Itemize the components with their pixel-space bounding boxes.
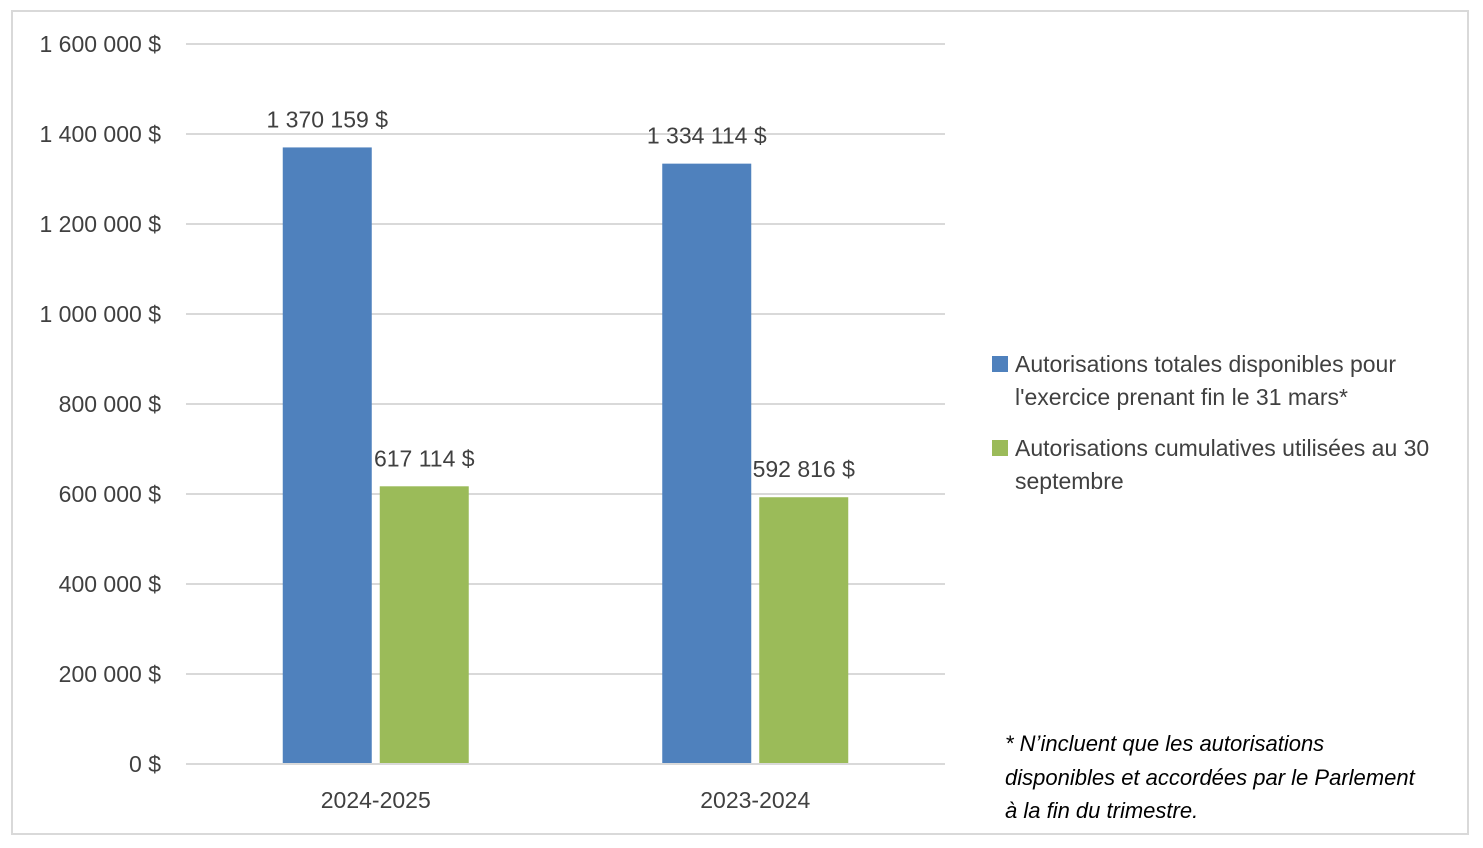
footnote: * N’incluent que les autorisations dispo…: [1005, 731, 1415, 823]
y-tick-label: 200 000 $: [59, 661, 162, 687]
chart-legend: Autorisations totales disponibles pour l…: [992, 348, 1462, 516]
legend-swatch-used: [992, 440, 1008, 456]
y-tick-label: 400 000 $: [59, 571, 162, 597]
bar-total-2024-2025: [282, 147, 372, 764]
legend-item-total: Autorisations totales disponibles pour l…: [992, 348, 1462, 414]
bar-used-2023-2024: [759, 497, 849, 764]
legend-item-used: Autorisations cumulatives utilisées au 3…: [992, 432, 1462, 498]
legend-label-total: Autorisations totales disponibles pour l…: [1015, 351, 1397, 410]
x-tick-label: 2024-2025: [321, 787, 431, 813]
y-tick-label: 0 $: [129, 751, 161, 777]
legend-label-used: Autorisations cumulatives utilisées au 3…: [1015, 435, 1430, 494]
data-label: 592 816 $: [753, 456, 856, 482]
y-tick-label: 1 200 000 $: [39, 211, 161, 237]
data-label: 1 334 114 $: [647, 123, 767, 149]
y-tick-label: 1 600 000 $: [39, 31, 161, 57]
legend-swatch-total: [992, 356, 1008, 372]
data-label: 1 370 159 $: [266, 106, 388, 132]
y-tick-label: 1 000 000 $: [39, 301, 161, 327]
bar-used-2024-2025: [379, 486, 469, 764]
bar-total-2023-2024: [662, 163, 752, 765]
y-tick-label: 600 000 $: [59, 481, 162, 507]
data-label: 617 114 $: [374, 445, 475, 471]
y-tick-label: 1 400 000 $: [39, 121, 161, 147]
x-tick-label: 2023-2024: [700, 787, 810, 813]
y-tick-label: 800 000 $: [59, 391, 162, 417]
